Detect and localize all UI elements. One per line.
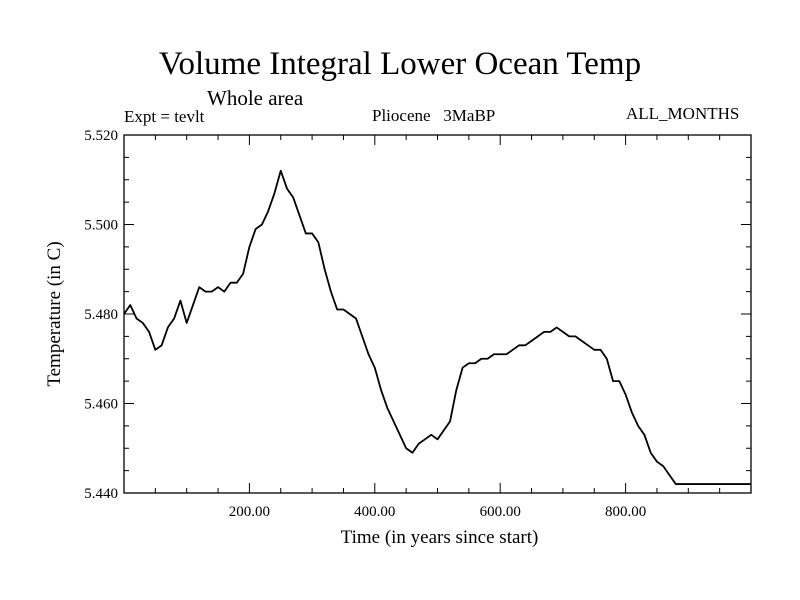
y-tick-label: 5.440 (84, 486, 118, 502)
x-axis-title: Time (in years since start) (341, 527, 539, 548)
x-tick-label: 400.00 (354, 504, 395, 520)
y-tick-label: 5.460 (84, 397, 118, 413)
x-tick-label: 200.00 (229, 504, 270, 520)
months-label: ALL_MONTHS (626, 104, 740, 123)
y-tick-label: 5.480 (84, 307, 118, 323)
chart-subtitle: Whole area (207, 86, 304, 110)
y-tick-label: 5.520 (84, 128, 118, 144)
period-label: Pliocene 3MaBP (372, 106, 496, 125)
x-tick-label: 600.00 (480, 504, 521, 520)
experiment-label: Expt = tevlt (124, 107, 205, 126)
chart-title: Volume Integral Lower Ocean Temp (158, 46, 642, 82)
y-axis-title: Temperature (in C) (44, 241, 65, 386)
y-tick-label: 5.500 (84, 218, 118, 234)
temperature-series-line (123, 169, 751, 485)
x-tick-label: 800.00 (605, 504, 646, 520)
